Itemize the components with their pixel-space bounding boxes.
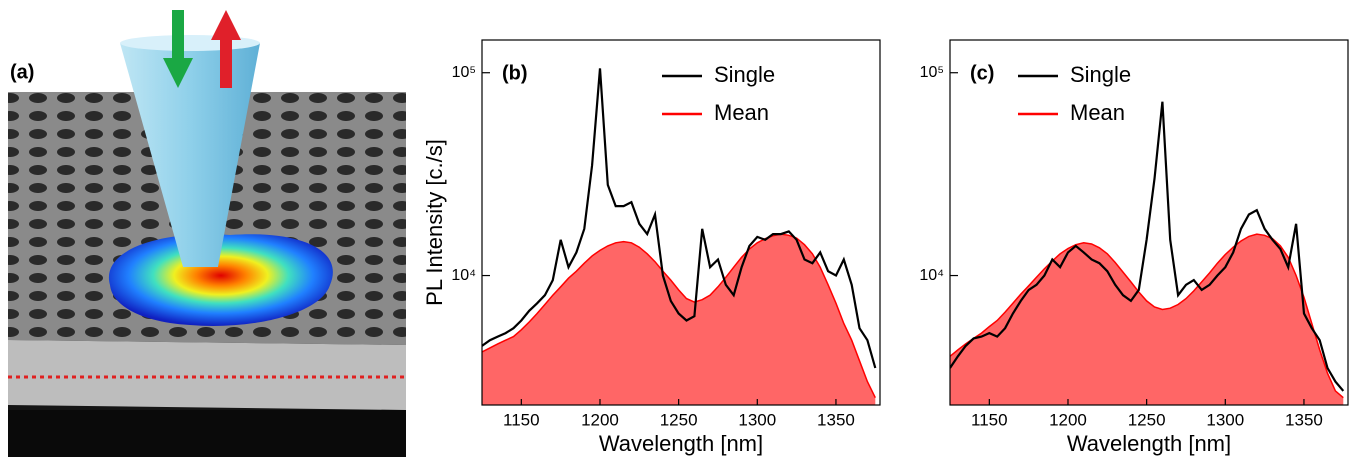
y-tick-label: 10⁵	[452, 64, 476, 81]
area	[482, 234, 876, 405]
area	[950, 234, 1344, 405]
x-tick-label: 1200	[581, 410, 619, 429]
x-axis-label: Wavelength [nm]	[599, 431, 763, 456]
x-tick-label: 1200	[1049, 410, 1087, 429]
legend-label: Single	[1070, 62, 1131, 87]
legend-label: Mean	[714, 100, 769, 125]
panel-label: (a)	[10, 61, 34, 83]
line	[950, 101, 1345, 392]
x-tick-label: 1350	[817, 410, 855, 429]
legend-label: Mean	[1070, 100, 1125, 125]
panel-label: (c)	[970, 62, 994, 84]
y-tick-label: 10⁴	[919, 267, 944, 284]
line	[950, 233, 1344, 399]
y-tick-label: 10⁴	[451, 267, 476, 284]
x-tick-label: 1300	[738, 410, 776, 429]
x-axis-label: Wavelength [nm]	[1067, 431, 1231, 456]
panel-a-image	[8, 10, 406, 457]
y-axis-label: PL Intensity [c./s]	[422, 139, 447, 306]
line	[482, 233, 876, 399]
axes-frame	[481, 39, 881, 406]
panel-label: (b)	[502, 62, 528, 84]
x-tick-label: 1300	[1206, 410, 1244, 429]
x-tick-label: 1150	[971, 410, 1008, 429]
axes-frame	[949, 39, 1349, 406]
y-tick-label: 10⁵	[920, 64, 944, 81]
x-tick-label: 1250	[1128, 410, 1166, 429]
x-tick-label: 1150	[503, 410, 540, 429]
x-tick-label: 1350	[1285, 410, 1323, 429]
legend-label: Single	[714, 62, 775, 87]
line	[482, 68, 877, 369]
x-tick-label: 1250	[660, 410, 698, 429]
